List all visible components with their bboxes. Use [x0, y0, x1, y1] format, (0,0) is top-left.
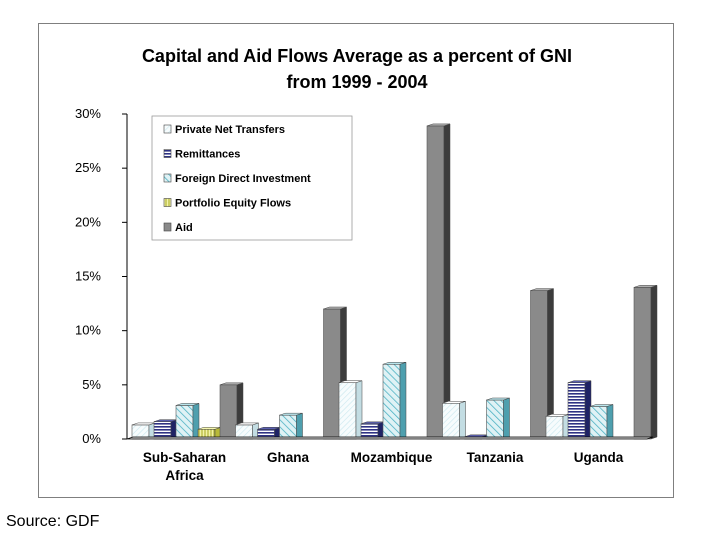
y-tick-label: 5% — [82, 377, 101, 392]
x-category-label: Uganda — [574, 450, 624, 465]
bar-aid — [530, 290, 548, 440]
bar-remittances — [153, 421, 172, 440]
bar-side-private-net-transfers — [459, 400, 466, 440]
bar-top-foreign-direct-investment — [486, 397, 510, 401]
legend-label-aid: Aid — [175, 222, 193, 234]
x-axis: Sub-Saharan Africa Ghana Mozambique Tanzania… — [126, 436, 654, 483]
bar-top-aid — [323, 306, 347, 310]
chart-svg: Capital and Aid Flows Average as a perce… — [75, 46, 658, 483]
bar-aid — [426, 125, 445, 440]
bar-side-aid — [443, 123, 451, 440]
x-category-label: Tanzania — [467, 450, 524, 465]
bar-top-aid — [426, 123, 451, 127]
bars — [131, 123, 658, 440]
bar-top-aid — [219, 382, 244, 386]
legend-label-foreign-direct-investment: Foreign Direct Investment — [175, 173, 311, 185]
x-category-label: Ghana — [267, 450, 310, 465]
x-category-label: Africa — [165, 468, 204, 483]
bar-foreign-direct-investment — [175, 405, 194, 440]
bar-foreign-direct-investment — [279, 414, 297, 440]
legend-swatch-private-net-transfers — [163, 124, 172, 134]
legend-label-portfolio-equity-flows: Portfolio Equity Flows — [175, 198, 291, 210]
bar-top-private-net-transfers — [338, 380, 363, 383]
y-axis: 0% 5% 10% 15% 20% 25% 30% — [75, 106, 128, 446]
bar-foreign-direct-investment — [486, 399, 504, 440]
bar-private-net-transfers — [545, 415, 564, 440]
bar-top-foreign-direct-investment — [279, 412, 303, 416]
legend-box — [151, 115, 353, 241]
bar-top-remittances — [567, 380, 592, 383]
bar-side-foreign-direct-investment — [296, 412, 303, 440]
bar-top-private-net-transfers — [442, 401, 466, 404]
legend-swatch-remittances — [163, 149, 172, 158]
source-note: Source: GDF — [6, 513, 100, 530]
legend-swatch-aid — [163, 222, 172, 232]
legend: Private Net Transfers Remittances Foreign … — [151, 115, 353, 241]
bar-aid — [323, 308, 341, 440]
legend-swatch-portfolio-equity-flows — [163, 198, 172, 207]
chart-title-line-2: from 1999 - 2004 — [286, 72, 427, 92]
bar-top-private-net-transfers — [235, 422, 259, 426]
legend-label-remittances: Remittances — [175, 149, 240, 161]
bar-side-foreign-direct-investment — [503, 397, 510, 440]
bar-side-aid — [650, 284, 658, 440]
y-tick-label: 20% — [75, 214, 101, 229]
bar-private-net-transfers — [442, 402, 460, 440]
x-category-label: Mozambique — [351, 450, 433, 465]
legend-label-private-net-transfers: Private Net Transfers — [175, 124, 285, 136]
x-category-label: Sub-Saharan — [143, 450, 226, 465]
bar-foreign-direct-investment — [589, 406, 608, 440]
bar-top-foreign-direct-investment — [175, 403, 200, 406]
y-tick-label: 0% — [82, 431, 101, 446]
bar-aid — [633, 287, 652, 440]
bar-top-aid — [633, 285, 658, 288]
y-tick-label: 15% — [75, 269, 101, 284]
bar-side-foreign-direct-investment — [606, 404, 614, 440]
bar-remittances — [567, 382, 586, 440]
chart-frame: Capital and Aid Flows Average as a perce… — [38, 23, 674, 498]
chart-floor — [126, 436, 654, 440]
bar-top-foreign-direct-investment — [382, 362, 407, 365]
bar-top-foreign-direct-investment — [589, 404, 614, 407]
bar-side-foreign-direct-investment — [399, 361, 407, 440]
y-tick-label: 25% — [75, 160, 101, 175]
legend-swatch-foreign-direct-investment — [163, 173, 172, 183]
bar-aid — [219, 384, 238, 440]
bar-top-aid — [530, 288, 554, 291]
bar-foreign-direct-investment — [382, 363, 401, 440]
y-tick-label: 10% — [75, 323, 101, 338]
y-tick-label: 30% — [75, 106, 101, 121]
bar-private-net-transfers — [338, 382, 357, 440]
chart-title-line-1: Capital and Aid Flows Average as a perce… — [142, 46, 572, 66]
